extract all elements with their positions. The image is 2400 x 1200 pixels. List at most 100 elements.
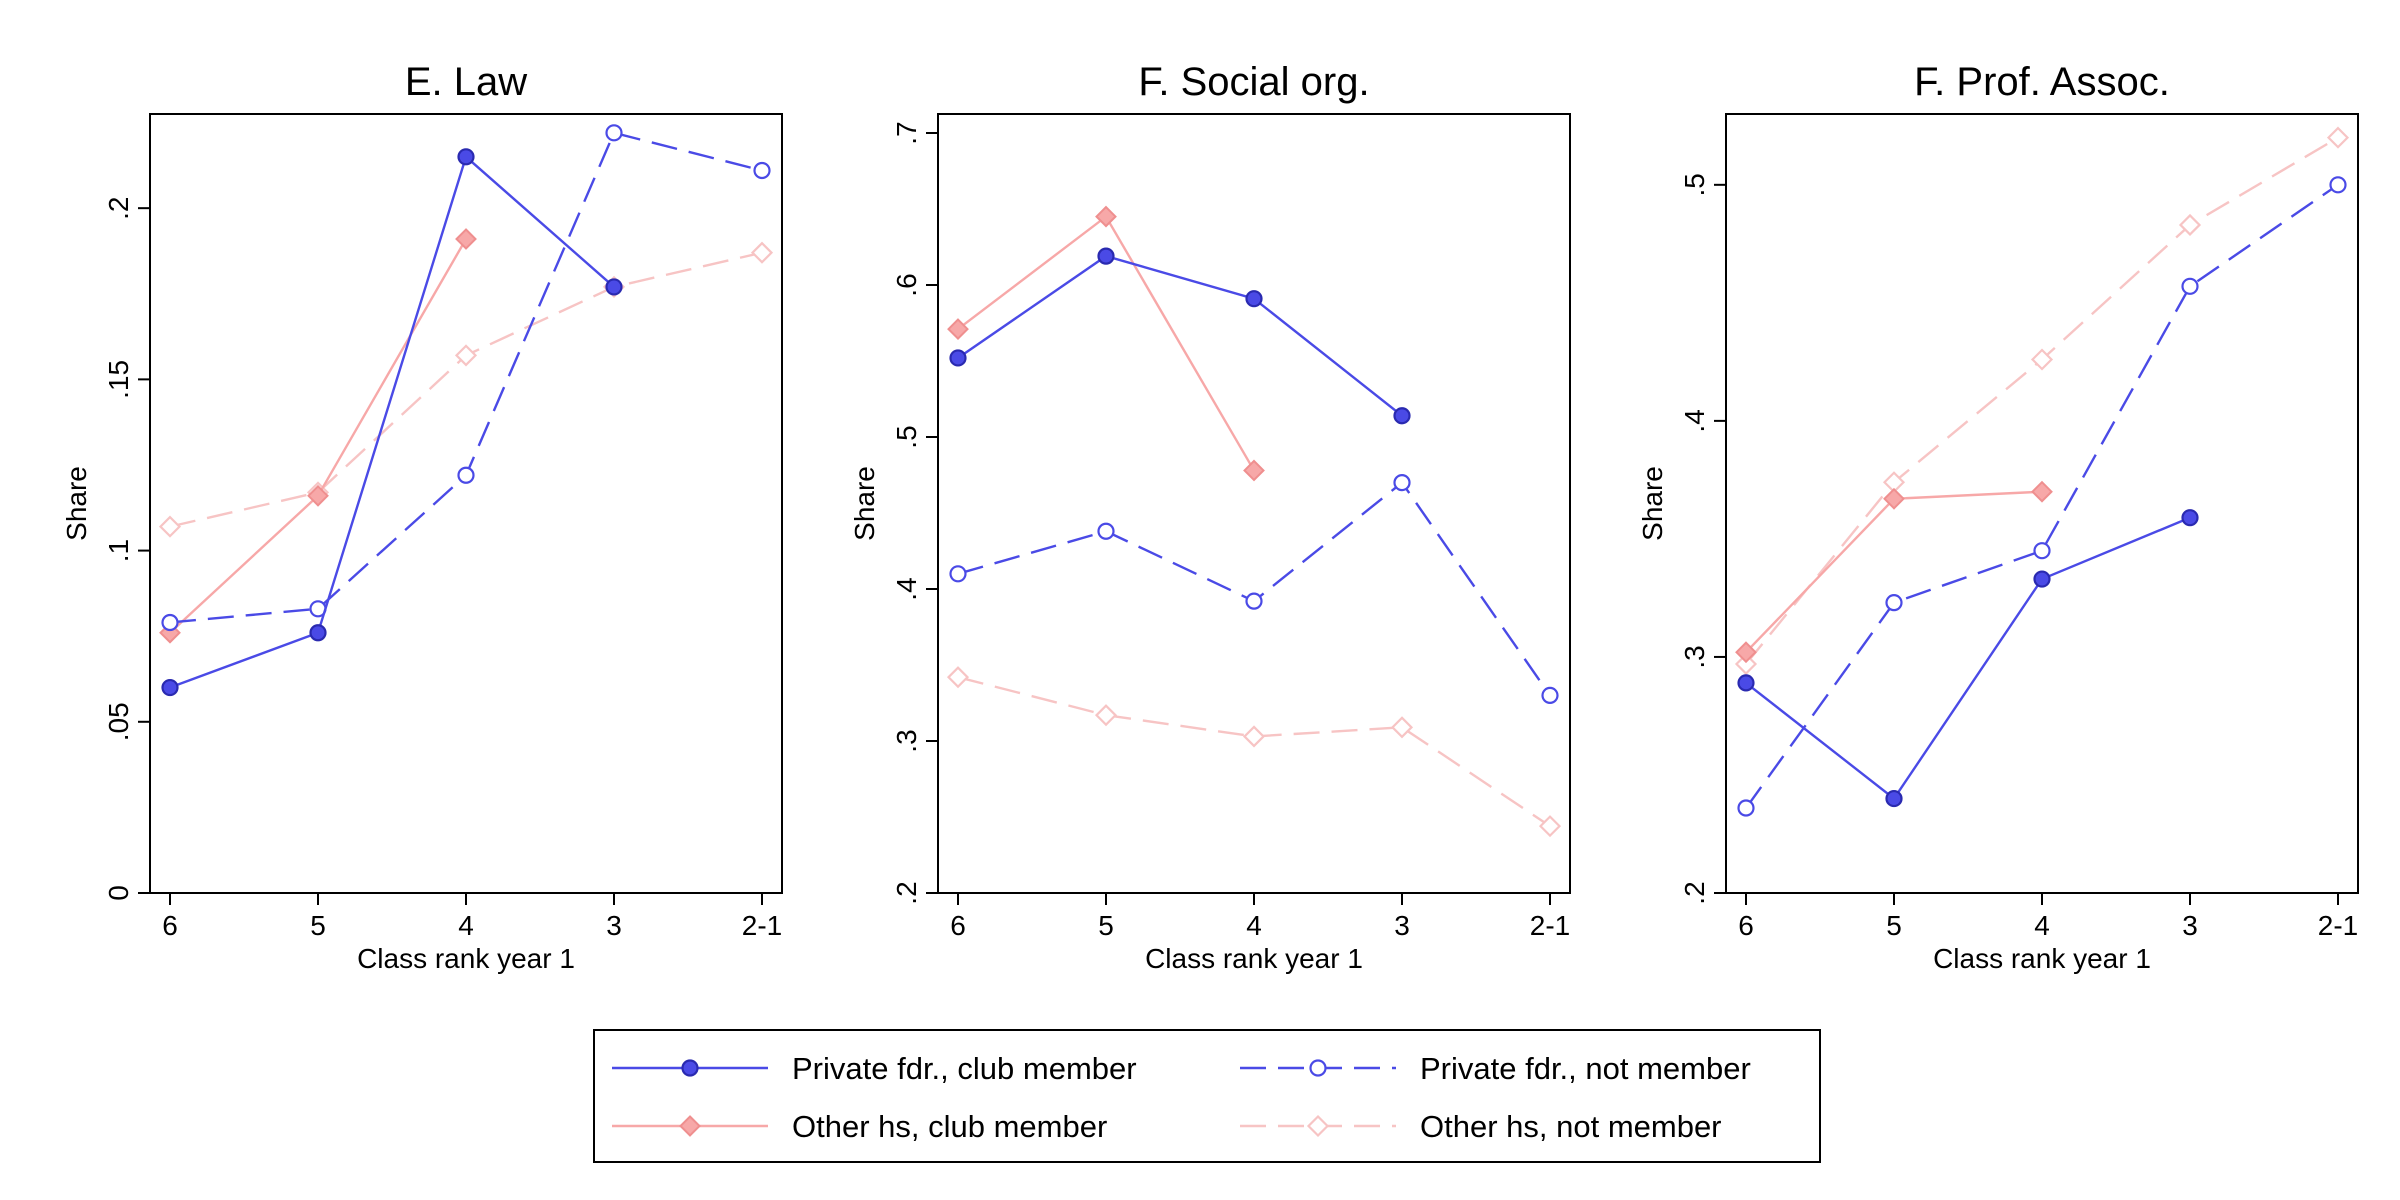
- y-tick-label: .4: [1679, 409, 1710, 432]
- x-axis-label: Class rank year 1: [357, 943, 575, 974]
- data-point-ohn: [2178, 213, 2202, 237]
- series-ohc: [159, 228, 477, 644]
- panel-1: E. Law 0 .05 .1 .15 .2 6 5 4 3 2-1 Class rank year …: [61, 60, 783, 974]
- x-tick-label: 5: [1886, 910, 1902, 941]
- x-tick-label: 6: [950, 910, 966, 941]
- data-point-ohc: [1243, 459, 1265, 482]
- x-axis-label: Class rank year 1: [1145, 943, 1363, 974]
- legend-label: Private fdr., club member: [792, 1051, 1137, 1086]
- data-point-pfn: [161, 613, 179, 632]
- data-point-ohc: [1095, 205, 1117, 228]
- data-point-ohc: [307, 484, 329, 507]
- x-tick-label: 2-1: [2318, 910, 2358, 941]
- panel-title: F. Social org.: [1138, 60, 1369, 104]
- legend-item-ohn: Other hs, not member: [1240, 1109, 1722, 1144]
- x-tick-label: 4: [458, 910, 474, 941]
- y-tick-label: .2: [103, 196, 134, 219]
- data-point-ohn: [2326, 126, 2350, 149]
- legend-label: Other hs, not member: [1420, 1109, 1722, 1144]
- data-point-ohn: [1094, 704, 1118, 727]
- y-axis-label: Share: [849, 466, 880, 541]
- data-point-ohn: [2030, 348, 2054, 371]
- legend-label: Private fdr., not member: [1420, 1051, 1751, 1086]
- legend-marker: [679, 1115, 701, 1137]
- x-tick-label: 2-1: [742, 910, 782, 941]
- chart-panels: E. Law 0 .05 .1 .15 .2 6 5 4 3 2-1 Class rank year …: [61, 60, 2359, 974]
- data-point-pfn: [2033, 542, 2051, 560]
- data-point-ohn: [946, 666, 970, 689]
- data-point-pfc: [1885, 789, 1903, 808]
- data-point-pfn: [1245, 592, 1263, 610]
- y-tick-label: .6: [891, 273, 922, 296]
- data-point-ohc: [2031, 480, 2053, 503]
- series-ohn: [946, 666, 1562, 838]
- panel-3: F. Prof. Assoc. .2 .3 .4 .5 6 5 4 3 2-1 Class rank…: [1637, 60, 2359, 974]
- data-point-pfn: [2181, 277, 2199, 295]
- data-point-pfc: [309, 624, 327, 642]
- y-tick-label: .7: [891, 121, 922, 144]
- data-point-ohn: [1242, 725, 1266, 748]
- data-point-pfn: [457, 466, 475, 484]
- data-point-ohn: [1390, 716, 1414, 739]
- series-pfn: [949, 474, 1559, 705]
- x-tick-label: 4: [2034, 910, 2050, 941]
- data-point-pfc: [1393, 407, 1411, 425]
- data-point-pfn: [1097, 522, 1115, 540]
- y-tick-label: .15: [103, 360, 134, 399]
- data-point-ohc: [455, 228, 477, 250]
- series-pfc: [161, 148, 623, 697]
- y-tick-label: 0: [103, 885, 134, 901]
- legend-item-ohc: Other hs, club member: [612, 1109, 1107, 1144]
- y-tick-label: .4: [891, 577, 922, 600]
- x-axis-label: Class rank year 1: [1933, 943, 2151, 974]
- data-point-ohn: [454, 344, 478, 367]
- series-line-ohc: [1745, 490, 2043, 654]
- panel-title: E. Law: [405, 60, 527, 104]
- x-tick-label: 3: [1394, 910, 1410, 941]
- data-point-ohc: [1883, 487, 1905, 510]
- legend-label: Other hs, club member: [792, 1109, 1107, 1144]
- data-point-pfc: [1245, 290, 1263, 308]
- series-line-pfn: [957, 480, 1551, 697]
- data-point-ohn: [1538, 815, 1562, 838]
- data-point-pfn: [1885, 594, 1903, 612]
- data-point-pfc: [605, 278, 623, 296]
- data-point-ohc: [1735, 641, 1757, 664]
- series-pfc: [949, 247, 1411, 425]
- x-tick-label: 6: [162, 910, 178, 941]
- series-ohn: [1734, 126, 2350, 676]
- data-point-ohn: [750, 241, 774, 264]
- data-point-pfn: [1393, 474, 1411, 492]
- y-tick-label: .5: [891, 425, 922, 448]
- series-ohc: [1735, 480, 2053, 664]
- series-line-pfc: [957, 254, 1403, 417]
- x-tick-label: 3: [2182, 910, 2198, 941]
- data-point-pfc: [2181, 509, 2199, 527]
- y-tick-label: .1: [103, 539, 134, 562]
- y-tick-label: .3: [1679, 645, 1710, 668]
- x-tick-label: 5: [310, 910, 326, 941]
- series-pfc: [1737, 509, 2199, 808]
- data-point-pfc: [2033, 570, 2051, 588]
- series-line-pfn: [1745, 183, 2339, 809]
- x-tick-label: 3: [606, 910, 622, 941]
- legend-marker: [1309, 1059, 1327, 1077]
- data-point-ohc: [947, 318, 969, 340]
- legend-marker: [1306, 1114, 1330, 1138]
- data-point-pfc: [949, 349, 967, 367]
- panel-2: F. Social org. .2 .3 .4 .5 .6 .7 6 5 4 3 2-1 Class r…: [849, 60, 1571, 974]
- data-point-pfc: [161, 678, 179, 697]
- data-point-pfn: [753, 161, 771, 180]
- legend-marker: [681, 1059, 699, 1077]
- series-pfn: [161, 124, 771, 632]
- series-ohc: [947, 205, 1265, 482]
- data-point-ohn: [1734, 652, 1758, 676]
- y-tick-label: .2: [891, 881, 922, 904]
- series-line-pfc: [1745, 516, 2191, 801]
- data-point-pfn: [1737, 799, 1755, 817]
- x-tick-label: 5: [1098, 910, 1114, 941]
- data-point-ohn: [158, 515, 182, 538]
- series-line-pfc: [169, 154, 615, 689]
- legend-item-pfn: Private fdr., not member: [1240, 1051, 1751, 1086]
- legend: Private fdr., club member Private fdr., n…: [593, 1029, 1821, 1163]
